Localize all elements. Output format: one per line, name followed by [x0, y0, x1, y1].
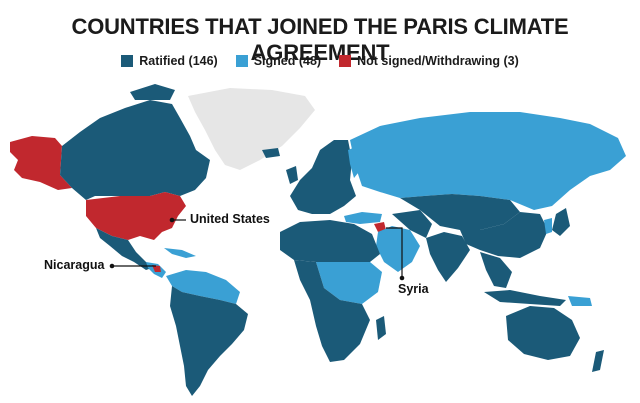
callout-nicaragua: Nicaragua — [44, 258, 105, 272]
papua — [568, 296, 592, 306]
new-zealand — [592, 350, 604, 372]
legend-item-not-signed: Not signed/Withdrawing (3) — [339, 54, 519, 68]
legend-label-ratified: Ratified (146) — [139, 54, 218, 68]
world-map — [10, 84, 626, 396]
japan — [552, 208, 570, 236]
legend: Ratified (146) Signed (48) Not signed/Wi… — [0, 54, 640, 68]
syria — [374, 222, 386, 232]
syria-leader-line — [386, 227, 403, 278]
legend-item-signed: Signed (48) — [235, 54, 322, 68]
callout-united-states: United States — [190, 212, 270, 226]
legend-swatch-ratified — [121, 55, 134, 67]
china — [460, 212, 548, 258]
australia — [506, 306, 580, 360]
central-asia — [400, 194, 520, 230]
iceland — [262, 148, 280, 158]
south-america — [170, 286, 248, 396]
canada — [60, 100, 210, 200]
map-title: COUNTRIES THAT JOINED THE PARIS CLIMATE … — [71, 14, 569, 65]
madagascar — [376, 316, 386, 340]
russia — [350, 112, 626, 210]
legend-swatch-signed — [235, 55, 248, 67]
us-marker — [169, 217, 175, 223]
india — [426, 232, 470, 282]
caribbean — [164, 248, 196, 258]
turkey — [344, 212, 382, 224]
africa-central — [316, 262, 382, 304]
syria-marker — [399, 275, 405, 281]
south-america-north — [166, 270, 240, 304]
africa-south — [294, 260, 370, 362]
united-states — [86, 192, 186, 240]
canada-islands — [130, 84, 175, 100]
southeast-asia — [480, 252, 512, 288]
legend-item-ratified: Ratified (146) — [121, 54, 218, 68]
iran-central — [392, 210, 432, 238]
uk-ireland — [286, 166, 298, 184]
nicaragua — [152, 265, 161, 272]
mexico — [96, 228, 152, 270]
nicaragua-marker — [109, 263, 115, 269]
korea — [544, 218, 552, 234]
europe — [290, 140, 356, 214]
middle-east — [376, 226, 420, 272]
indonesia — [484, 290, 566, 306]
legend-label-signed: Signed (48) — [253, 54, 322, 68]
greenland — [188, 88, 315, 170]
legend-label-not-signed: Not signed/Withdrawing (3) — [357, 54, 519, 68]
legend-swatch-not-signed — [339, 55, 352, 67]
africa-north — [280, 220, 380, 262]
alaska — [10, 136, 72, 190]
callout-syria: Syria — [398, 282, 429, 296]
